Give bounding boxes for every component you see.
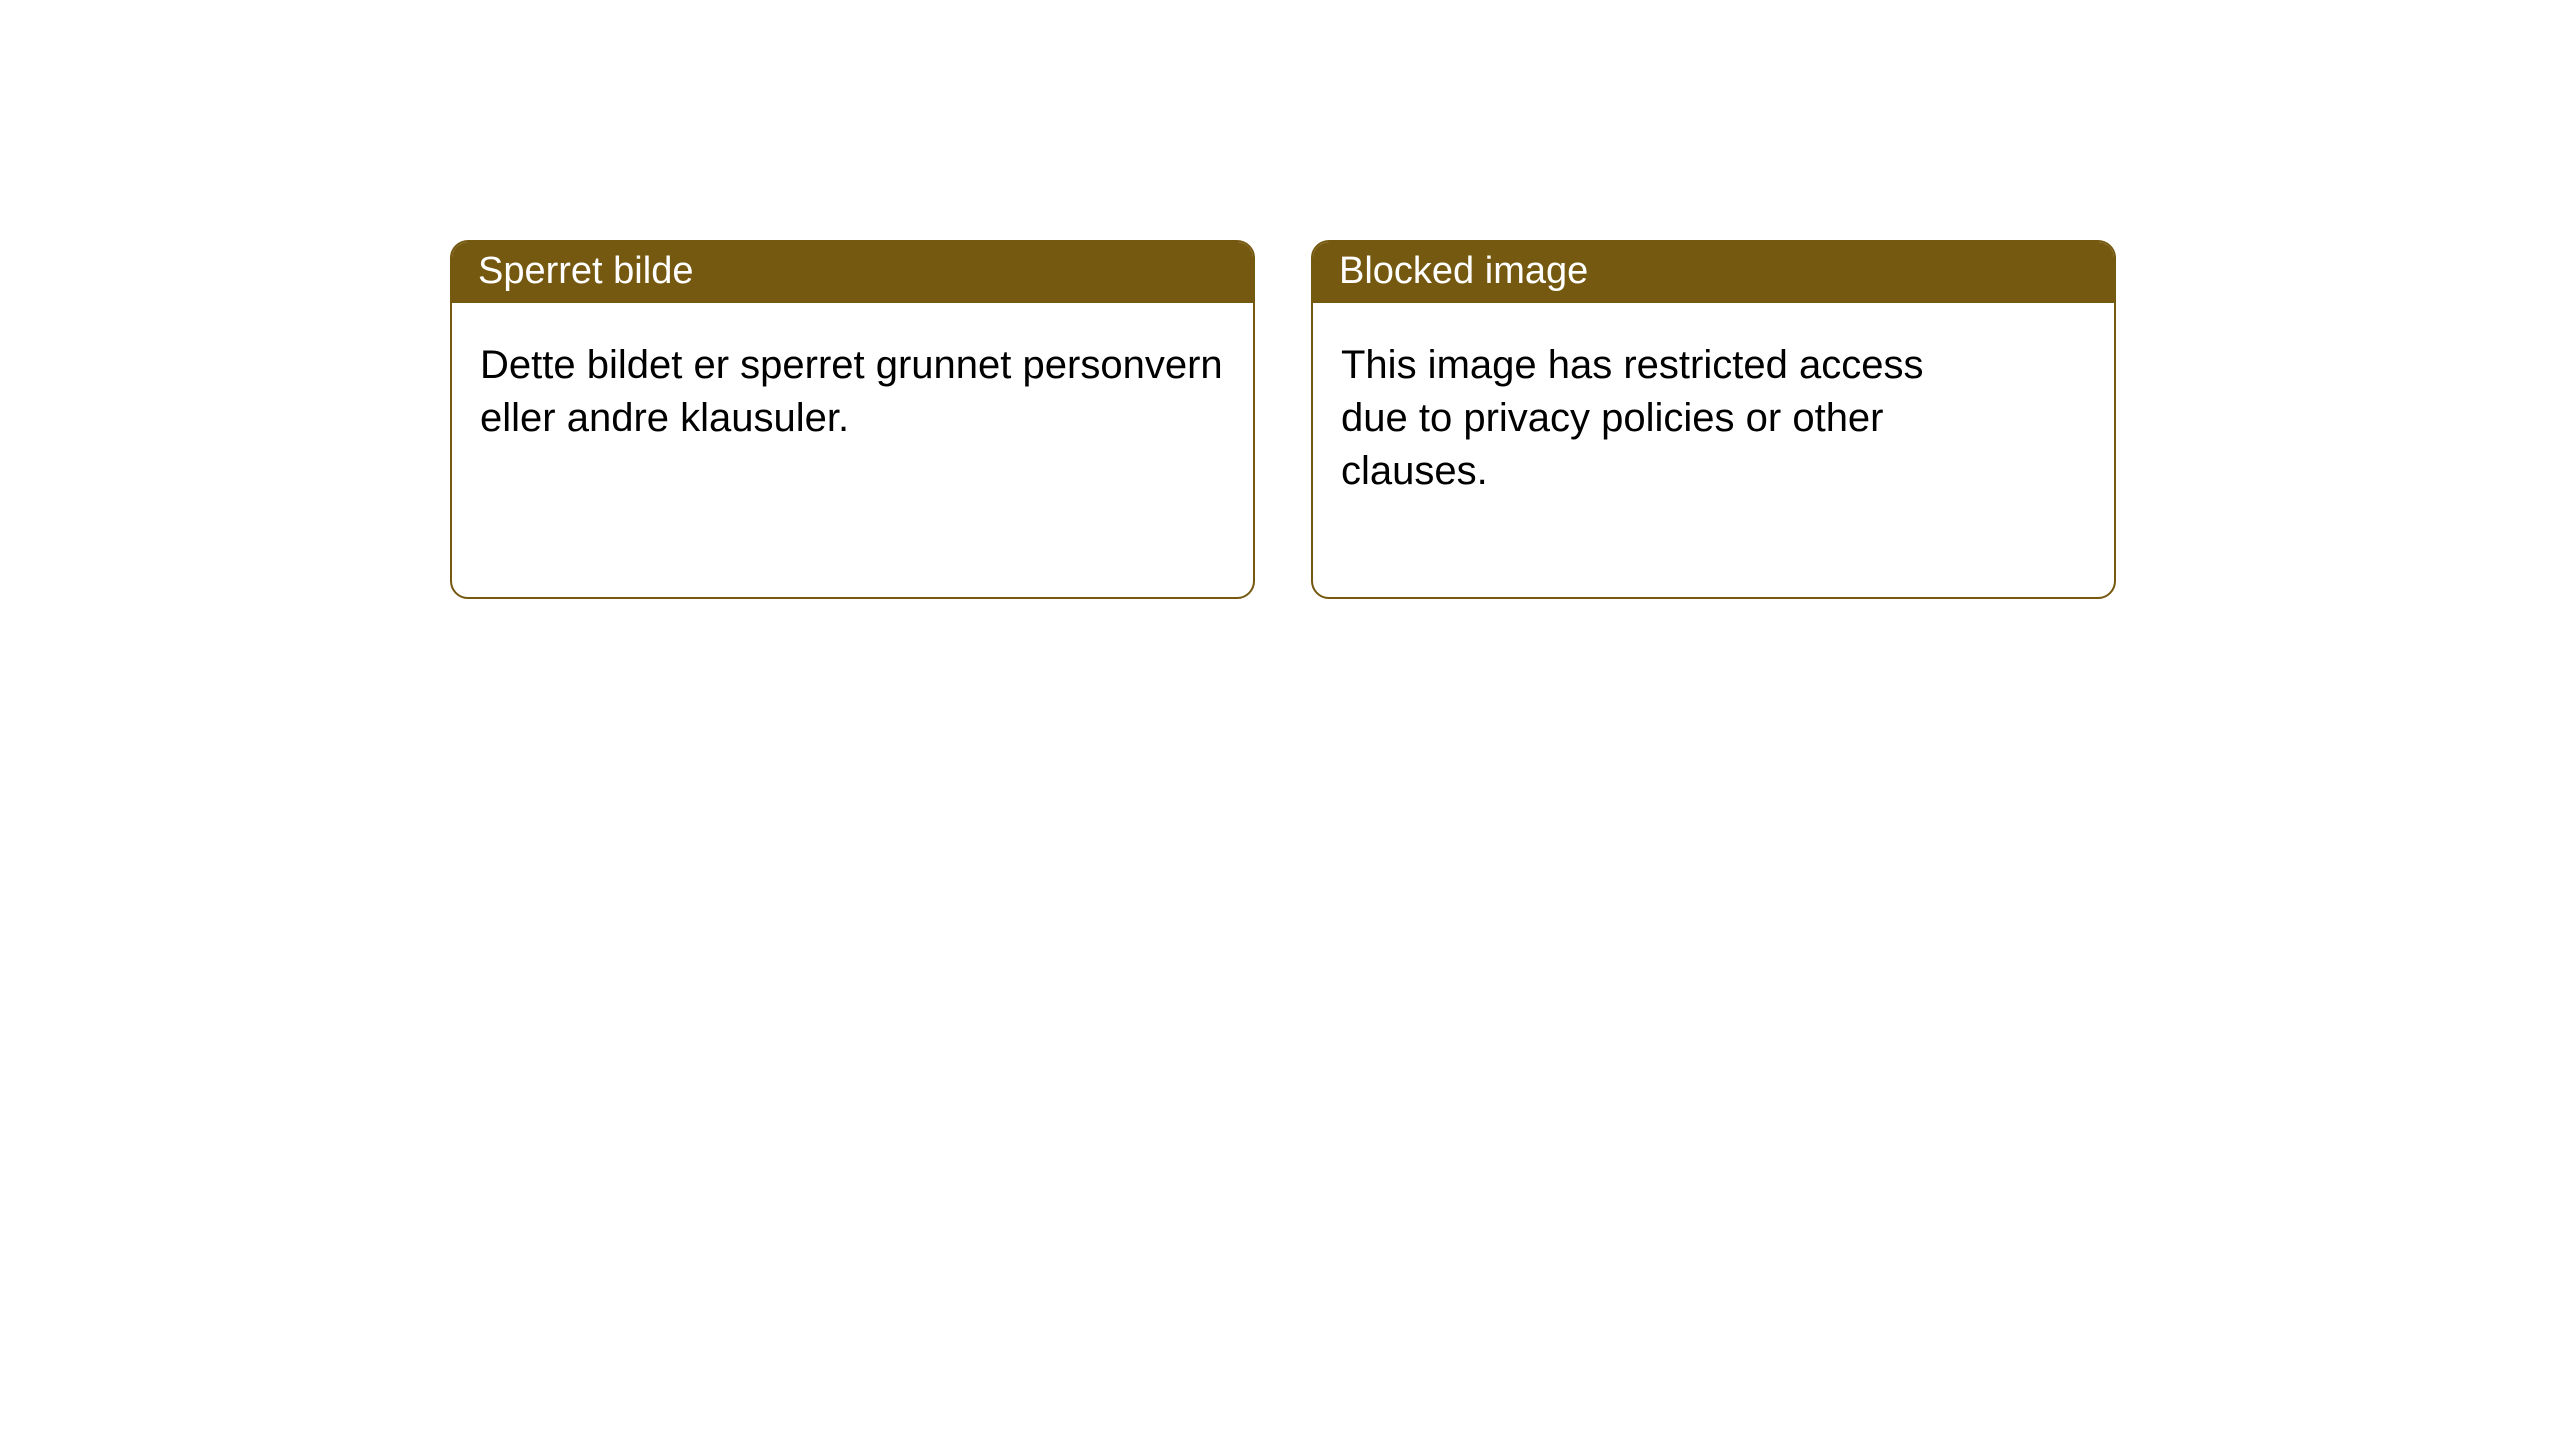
notice-body: This image has restricted access due to … xyxy=(1313,303,2114,597)
notice-card-english: Blocked image This image has restricted … xyxy=(1311,240,2116,599)
notice-body: Dette bildet er sperret grunnet personve… xyxy=(452,303,1253,545)
notice-container: Sperret bilde Dette bildet er sperret gr… xyxy=(0,0,2560,599)
notice-header: Sperret bilde xyxy=(452,242,1253,303)
notice-card-norwegian: Sperret bilde Dette bildet er sperret gr… xyxy=(450,240,1255,599)
notice-header: Blocked image xyxy=(1313,242,2114,303)
